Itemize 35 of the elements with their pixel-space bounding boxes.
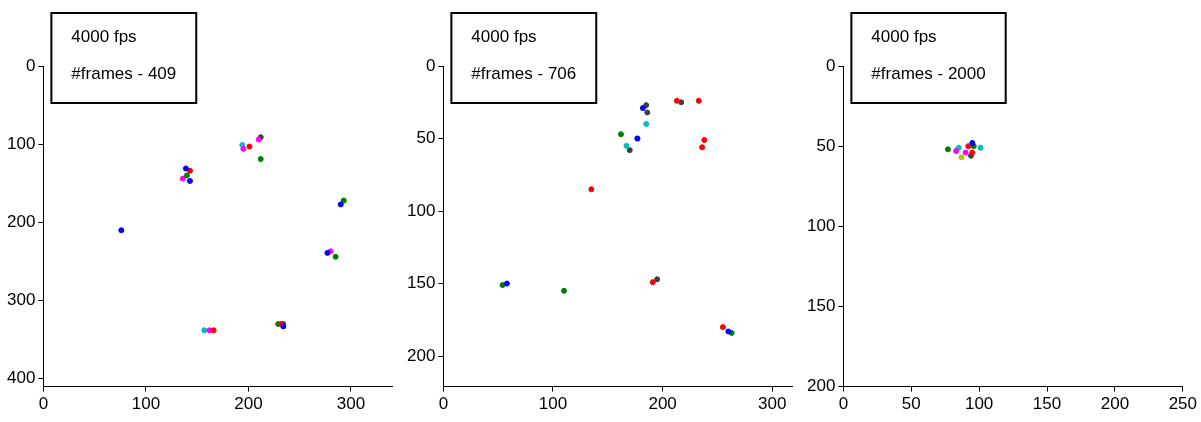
x-tick-label: 0 xyxy=(38,394,49,414)
annotation: #frames - 706 xyxy=(471,63,577,83)
y-tick-label: 100 xyxy=(6,133,36,153)
y-tick-label: 0 xyxy=(425,55,436,75)
y-tick-label: 100 xyxy=(406,200,436,220)
y-tick-label: 200 xyxy=(806,376,836,396)
text: 4000 fps xyxy=(71,26,137,46)
x-tick-label: 250 xyxy=(1168,394,1198,414)
y-tick-label: 100 xyxy=(806,215,836,235)
annotation: #frames - 2000 xyxy=(871,63,986,83)
y-tick-label: 150 xyxy=(806,296,836,316)
x-tick-label: 150 xyxy=(1032,394,1062,414)
y-tick-label: 0 xyxy=(25,55,36,75)
x-tick-label: 200 xyxy=(234,394,263,414)
text: 4000 fps xyxy=(471,26,537,46)
y-tick-label: 200 xyxy=(406,345,436,365)
x-tick-label: 300 xyxy=(758,394,787,414)
x-tick-label: 300 xyxy=(336,394,366,414)
annotation: #frames - 409 xyxy=(71,63,177,83)
text: 4000 fps xyxy=(871,26,937,46)
y-tick-label: 400 xyxy=(6,368,36,388)
x-tick-label: 100 xyxy=(964,394,994,414)
y-tick-label: 150 xyxy=(406,273,436,293)
x-tick-label: 0 xyxy=(438,394,449,414)
x-tick-label: 50 xyxy=(901,394,921,414)
x-tick-label: 200 xyxy=(1100,394,1130,414)
y-tick-label: 200 xyxy=(6,212,36,232)
y-tick-label: 50 xyxy=(416,128,436,148)
x-tick-label: 200 xyxy=(648,394,677,414)
x-tick-label: 100 xyxy=(131,394,161,414)
x-tick-label: 100 xyxy=(538,394,568,414)
y-tick-label: 50 xyxy=(816,135,836,155)
x-tick-label: 0 xyxy=(838,394,849,414)
y-tick-label: 300 xyxy=(6,290,36,310)
y-tick-label: 0 xyxy=(825,55,836,75)
